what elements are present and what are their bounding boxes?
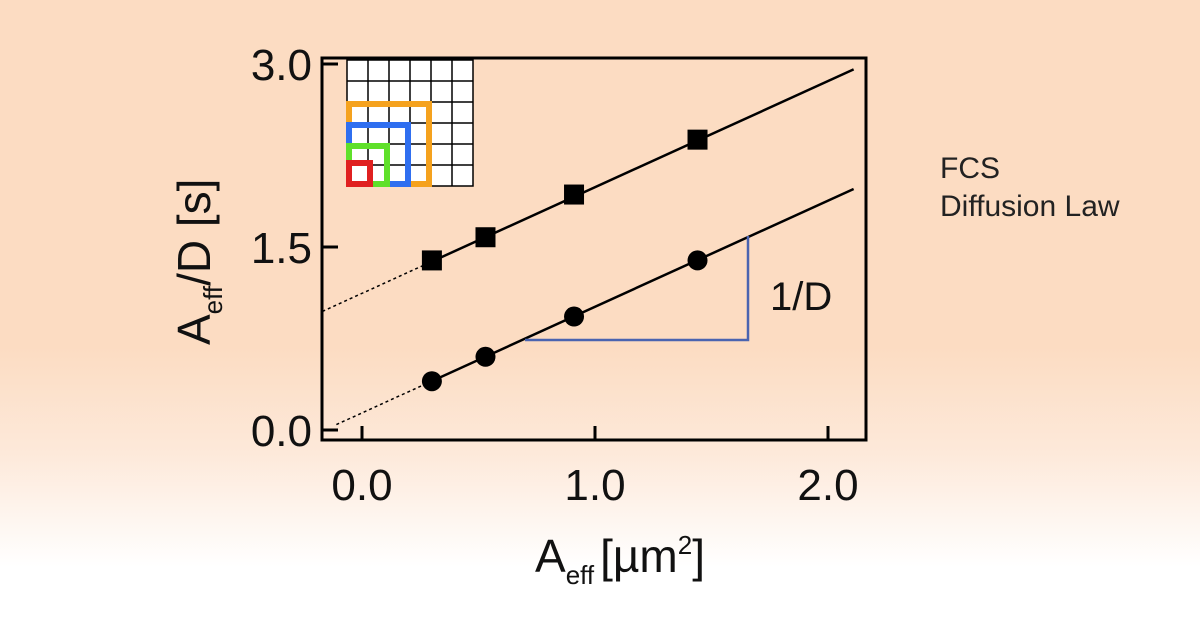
- data-point-square: [687, 129, 708, 150]
- data-point-circle: [687, 250, 708, 271]
- fit-extrapolation-square: [322, 260, 433, 313]
- inset-box-4: [346, 160, 373, 187]
- inset-grid: [346, 59, 474, 187]
- x-tick-label: 2.0: [797, 461, 858, 510]
- data-point-circle: [475, 346, 496, 367]
- fit-line-square: [431, 68, 855, 263]
- data-point-circle: [564, 306, 585, 327]
- data-point-square: [564, 184, 585, 205]
- y-axis-label: Aeff/D [s]: [168, 179, 228, 345]
- annotation-1-over-d: 1/D: [770, 275, 832, 319]
- y-tick-label: 1.5: [251, 224, 312, 273]
- y-tick-label: 0.0: [251, 407, 312, 456]
- fit-extrapolation-circle: [336, 380, 433, 426]
- x-tick-label: 1.0: [564, 461, 625, 510]
- data-point-square: [421, 250, 442, 271]
- x-axis-label: Aeff [µm2]: [535, 530, 705, 590]
- fit-line-circle: [431, 187, 855, 383]
- slope-triangle: [525, 236, 750, 342]
- caption-line-2: Diffusion Law: [940, 190, 1120, 223]
- x-tick-label: 0.0: [331, 461, 392, 510]
- y-tick-label: 3.0: [251, 41, 312, 90]
- data-point-square: [475, 227, 496, 248]
- data-point-circle: [421, 371, 442, 392]
- caption-line-1: FCS: [940, 152, 1000, 185]
- side-caption: FCS Diffusion Law: [940, 150, 1120, 226]
